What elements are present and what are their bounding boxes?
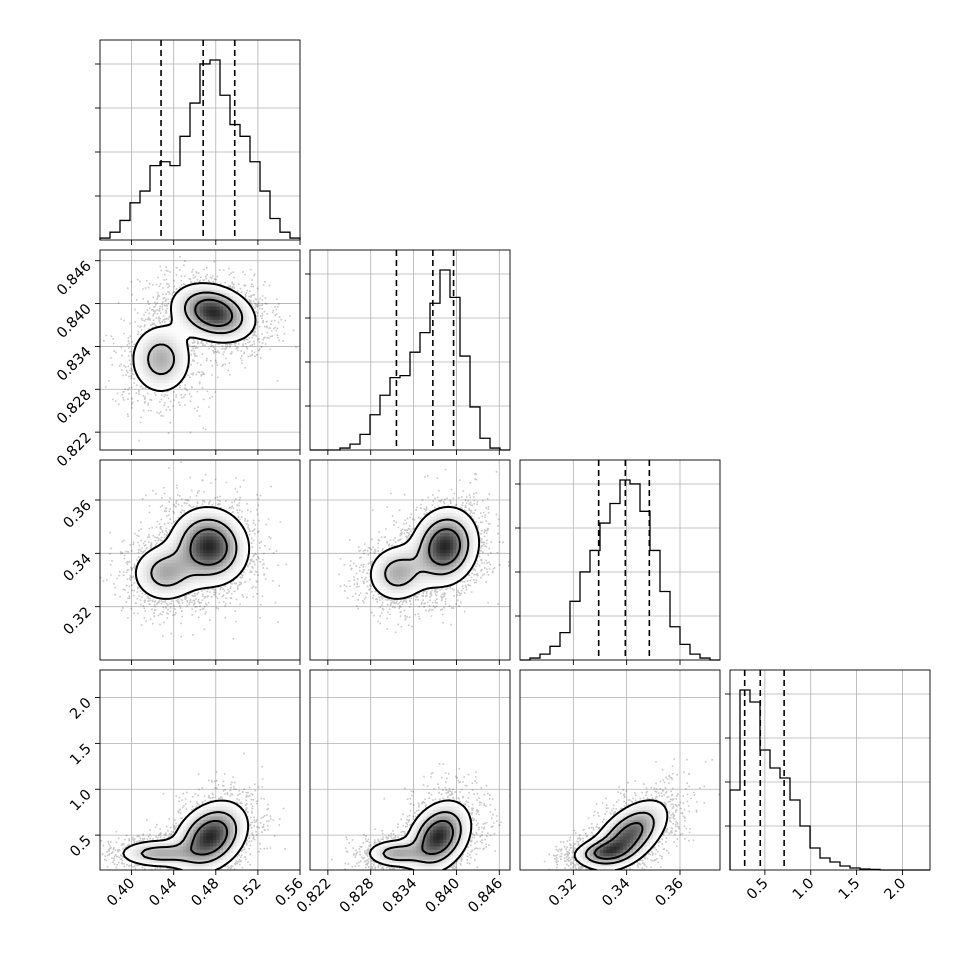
x-tick-label-3-1: 1.0 — [790, 876, 818, 904]
y-tick-label-3-1: 1.0 — [67, 787, 95, 815]
panel-frame — [519, 669, 721, 871]
panel-frame — [309, 669, 511, 871]
contour-level-0 — [368, 799, 473, 870]
density-fill — [133, 283, 257, 391]
density-fill — [369, 506, 481, 601]
panel-frame — [99, 459, 301, 661]
y-tick-label-1-2: 0.834 — [54, 344, 95, 385]
x-tick-label-2-1: 0.34 — [599, 876, 633, 910]
hist-panel-3 — [725, 669, 931, 871]
panel-frame — [309, 459, 511, 661]
pair-panel-3-0 — [99, 669, 301, 871]
histogram-1 — [310, 269, 510, 451]
pair-panel-2-1 — [309, 459, 511, 661]
contour-level-1 — [147, 291, 244, 376]
x-tick-label-1-2: 0.834 — [380, 876, 421, 917]
contour-level-1 — [150, 518, 238, 587]
x-tick-label-1-4: 0.846 — [465, 876, 506, 917]
panel-frame — [519, 459, 721, 661]
pair-panel-3-1 — [309, 669, 511, 871]
contour-level-0 — [122, 799, 250, 870]
y-tick-label-1-3: 0.840 — [54, 301, 95, 342]
x-tick-label-3-3: 2.0 — [882, 876, 910, 904]
panel-frame — [99, 39, 301, 241]
contour-level-2 — [421, 819, 454, 856]
histogram-2 — [520, 479, 720, 661]
y-tick-label-2-0: 0.32 — [61, 604, 95, 638]
contour-level-1 — [140, 811, 238, 864]
y-tick-label-1-1: 0.828 — [54, 387, 95, 428]
x-tick-label-0-2: 0.48 — [188, 876, 222, 910]
contour-level-1 — [584, 811, 655, 865]
contour-level-1 — [382, 811, 462, 864]
contour-level-2 — [194, 298, 234, 327]
hist-panel-2 — [515, 459, 721, 661]
pair-panel-3-2 — [519, 669, 721, 871]
x-tick-label-2-2: 0.36 — [653, 876, 687, 910]
panel-frame — [99, 669, 301, 871]
contour-level-2 — [189, 528, 228, 566]
density-fill — [369, 799, 471, 870]
pair-panel-1-0 — [99, 249, 301, 451]
contour-level-1 — [384, 518, 470, 587]
y-tick-label-1-4: 0.846 — [54, 258, 95, 299]
histogram-0 — [99, 59, 301, 240]
density-fill — [136, 506, 251, 601]
y-tick-label-3-2: 1.5 — [67, 741, 95, 769]
x-tick-label-3-0: 0.5 — [744, 876, 772, 904]
x-tick-label-0-1: 0.44 — [146, 876, 180, 910]
contour-level-0 — [134, 506, 251, 600]
x-tick-label-3-2: 1.5 — [836, 876, 864, 904]
panel-frame — [729, 669, 931, 871]
y-tick-label-3-3: 2.0 — [67, 695, 95, 723]
y-tick-label-2-2: 0.36 — [61, 498, 95, 532]
x-tick-label-0-0: 0.40 — [104, 876, 138, 910]
contour-level-0 — [573, 799, 669, 870]
x-tick-label-0-3: 0.52 — [231, 876, 265, 910]
hist-panel-0 — [95, 39, 301, 241]
y-tick-label-1-0: 0.822 — [54, 430, 95, 471]
contour-level-2 — [190, 819, 229, 856]
scatter-points — [103, 255, 297, 442]
y-tick-label-2-1: 0.34 — [61, 551, 95, 585]
y-tick-label-3-0: 0.5 — [67, 833, 95, 861]
x-tick-label-2-0: 0.32 — [546, 876, 580, 910]
panel-frame — [309, 249, 511, 451]
pair-panel-2-0 — [99, 459, 301, 661]
contour-level-2 — [593, 821, 644, 860]
hist-panel-1 — [305, 249, 511, 451]
panel-frame — [99, 249, 301, 451]
x-tick-label-1-1: 0.828 — [337, 876, 378, 917]
contour-level-2 — [428, 528, 462, 566]
contour-level-0 — [369, 506, 481, 600]
contour-level-0 — [132, 282, 257, 392]
x-tick-label-1-3: 0.840 — [423, 876, 464, 917]
